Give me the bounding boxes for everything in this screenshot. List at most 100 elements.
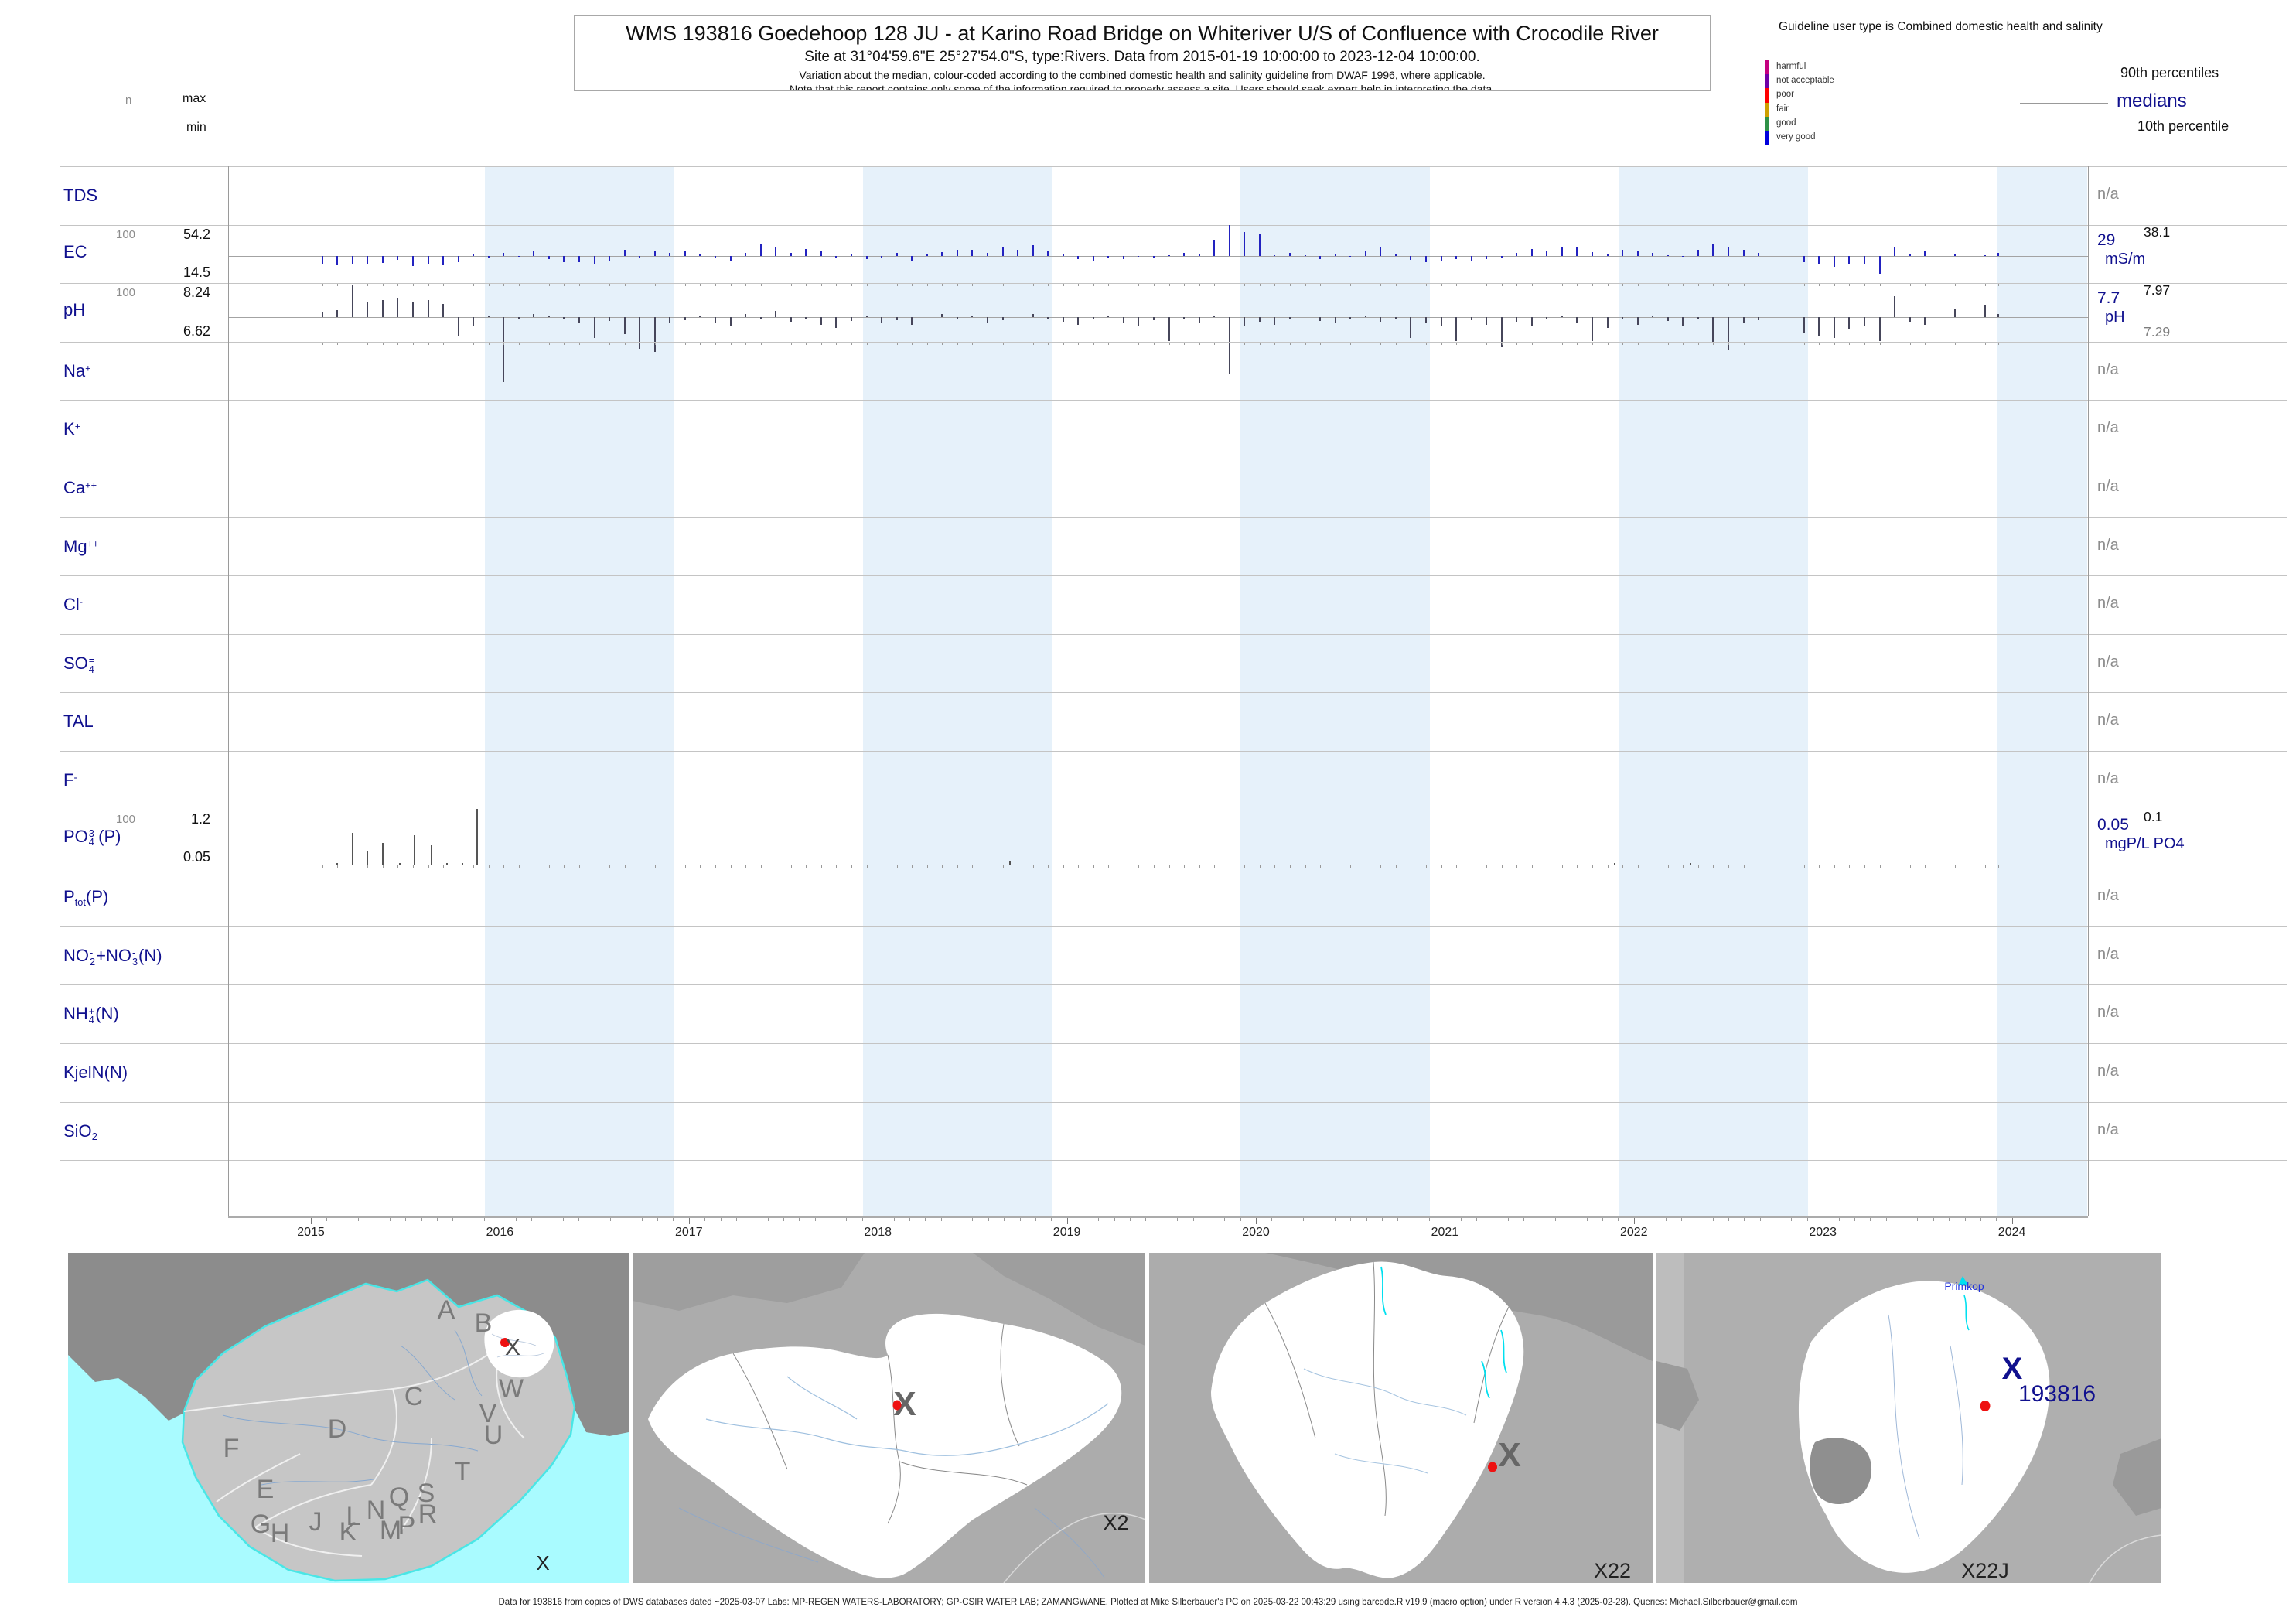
bar-ph [367,302,369,318]
bar-ph [1198,317,1200,323]
bar-ph [1848,317,1851,329]
bar-ph [1455,317,1458,342]
bar-ph [956,317,958,319]
value-na: n/a [2097,1121,2119,1138]
value-na: n/a [2097,186,2119,203]
stats-header-max: max [183,92,206,105]
bar-ec [865,255,868,259]
axis-month-tick [1240,1218,1241,1221]
bar-ec [639,255,641,258]
axis-month-tick [405,1218,407,1221]
bar-ec [1606,254,1609,256]
bar-ph [563,317,565,320]
sample-tick [1925,865,1926,868]
sample-tick [1395,865,1397,868]
axis-month-tick [452,1218,454,1221]
sample-tick [700,865,701,868]
bar-po4 [336,862,339,865]
axis-month-tick [1791,1218,1793,1221]
sample-tick [866,283,868,287]
bar-po4 [351,833,353,865]
legend-color-harmful [1765,60,1769,75]
sample-tick [1592,283,1594,287]
sample-tick [1184,865,1186,868]
bar-ec [1440,255,1442,261]
value-unit: pH [2105,309,2125,326]
sample-tick [473,283,475,287]
sample-tick [1728,341,1729,345]
catchment-outline [1211,1261,1524,1578]
bar-ph [715,317,717,323]
sample-tick [866,865,868,868]
sample-tick [579,341,581,345]
map-x22j-catchment: Primkop X 193816 X22J [1656,1253,2161,1583]
bar-ph [1863,317,1865,326]
value-na: n/a [2097,478,2119,495]
axis-month-tick [783,1218,784,1221]
drainage-letter-T: T [455,1457,471,1486]
sample-tick [790,865,792,868]
sample-tick [896,865,898,868]
year-shade-band [1240,166,1430,1216]
sample-tick [1637,283,1639,287]
sample-tick [957,341,958,345]
sample-tick [1048,341,1049,345]
axis-year-label: 2019 [1052,1226,1081,1239]
legend-color-very-good [1765,131,1769,145]
bar-ph [1728,317,1729,351]
sample-tick [1244,341,1246,345]
bar-ec [1001,247,1004,256]
axis-month-tick [1350,1218,1352,1221]
bar-ec [1909,254,1911,256]
sample-tick [1425,283,1427,287]
bar-ec [1758,252,1760,256]
axis-month-tick [1728,1218,1729,1221]
bar-po4 [445,862,448,865]
rivers [1888,1314,1963,1540]
bar-ec [548,255,550,259]
bar-ph [1561,316,1563,318]
median-line-ec [228,255,2088,257]
sample-tick [1320,865,1322,868]
bar-ph [729,317,732,326]
bar-ph [850,317,852,321]
axis-month-tick [1602,1218,1604,1221]
bar-po4 [431,844,433,865]
sample-tick [1622,341,1624,345]
site-marker-x: X [1498,1436,1520,1474]
sample-tick [428,341,429,345]
axis-year-tick [2011,1218,2013,1224]
bar-ph [351,285,353,318]
value-median: 7.7 [2097,289,2120,308]
bar-ph [1803,317,1805,333]
axis-year-label: 2021 [1431,1226,1459,1239]
bar-ec [1742,249,1745,256]
sample-tick [609,341,611,345]
bar-ph [1274,317,1276,325]
sample-tick [1305,865,1306,868]
bar-ph [1183,317,1186,319]
sample-tick [443,865,445,868]
sample-tick [1108,865,1110,868]
sample-tick [548,283,550,287]
sample-tick [624,283,626,287]
param-label-sio2: SiO2 [63,1121,97,1142]
sample-tick [1985,341,1987,345]
axis-month-tick [1035,1218,1036,1221]
bar-ec [367,255,369,265]
bar-ph [1380,317,1382,322]
stat-min: 6.62 [183,322,210,339]
sample-tick [1998,865,2000,868]
row-divider [60,400,2287,401]
bar-ec [1667,254,1669,256]
sample-tick [1697,865,1699,868]
bar-ph [533,314,535,318]
sample-tick [926,283,928,287]
sample-tick [564,283,565,287]
bar-ec [881,255,883,258]
axis-month-tick [846,1218,848,1221]
sample-tick [1259,341,1261,345]
param-label-nh4: NH +4 (N) [63,1004,119,1026]
bar-ec [1213,239,1216,256]
sample-tick [745,865,747,868]
